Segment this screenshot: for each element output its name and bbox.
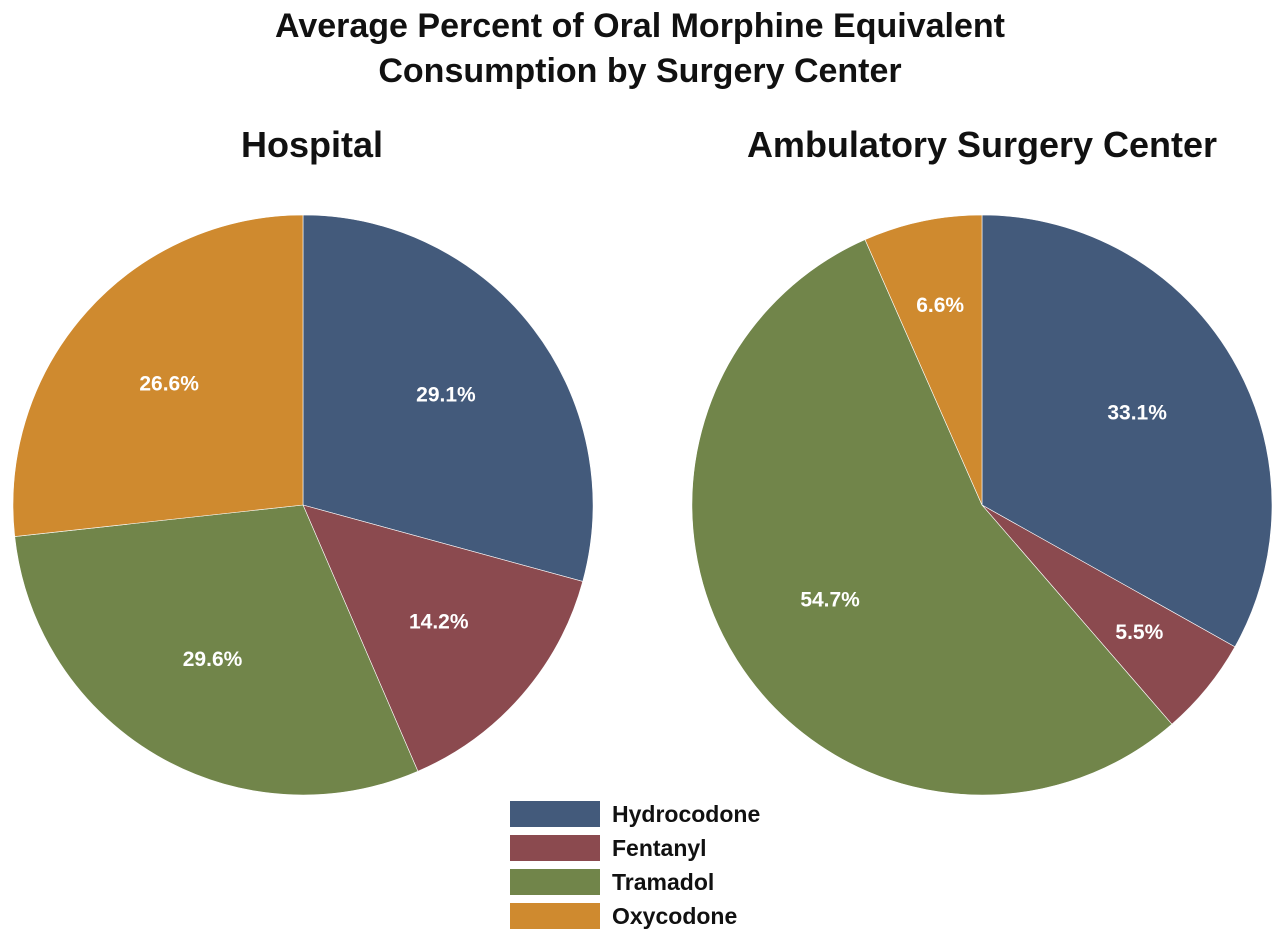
pie-slice-fentanyl <box>302 504 584 772</box>
pie-slice-tramadol <box>691 239 1173 796</box>
legend-swatch <box>510 801 600 827</box>
pie-slice-label-fentanyl: 5.5% <box>1115 621 1163 644</box>
pie-slice-tramadol <box>14 504 419 796</box>
pie-title-hospital: Hospital <box>240 124 383 165</box>
legend-item-hydrocodone: Hydrocodone <box>510 797 760 831</box>
pie-chart-ambulatory-surgery-center: 33.1% 5.5% 54.7% 6.6% <box>691 214 1273 796</box>
pie-chart-hospital: 29.1% 14.2% 29.6% 26.6% <box>12 214 594 796</box>
legend-label: Hydrocodone <box>612 800 761 827</box>
legend-label: Oxycodone <box>612 902 738 929</box>
pie-slice-label-oxycodone: 26.6% <box>139 373 199 396</box>
pie-slice-label-hydrocodone: 33.1% <box>1107 402 1167 425</box>
pie-slice-oxycodone <box>12 214 304 537</box>
pie-slice-label-oxycodone: 6.6% <box>916 294 964 317</box>
pie-slice-hydrocodone <box>302 214 594 582</box>
legend-label: Fentanyl <box>612 834 707 861</box>
legend-item-tramadol: Tramadol <box>510 865 760 899</box>
pie-slice-label-fentanyl: 14.2% <box>409 610 469 633</box>
legend-swatch <box>510 903 600 929</box>
pie-slice-label-tramadol: 54.7% <box>800 589 860 612</box>
legend-label: Tramadol <box>612 868 715 895</box>
chart-title-line-1: Average Percent of Oral Morphine Equival… <box>275 7 1005 45</box>
chart-main-title: Average Percent of Oral Morphine Equival… <box>0 4 1280 94</box>
pie-slice-label-hydrocodone: 29.1% <box>416 383 476 406</box>
pie-title-ambulatory-surgery-center: Ambulatory Surgery Center <box>746 124 1218 165</box>
legend-swatch <box>510 835 600 861</box>
pie-slice-oxycodone <box>864 214 983 506</box>
chart-title-line-2: Consumption by Surgery Center <box>378 52 902 90</box>
legend-item-fentanyl: Fentanyl <box>510 831 760 865</box>
pie-slice-label-tramadol: 29.6% <box>183 648 243 671</box>
pie-slice-hydrocodone <box>981 214 1273 648</box>
legend-item-oxycodone: Oxycodone <box>510 899 760 933</box>
legend-swatch <box>510 869 600 895</box>
chart-legend: Hydrocodone Fentanyl Tramadol Oxycodone <box>510 797 760 933</box>
